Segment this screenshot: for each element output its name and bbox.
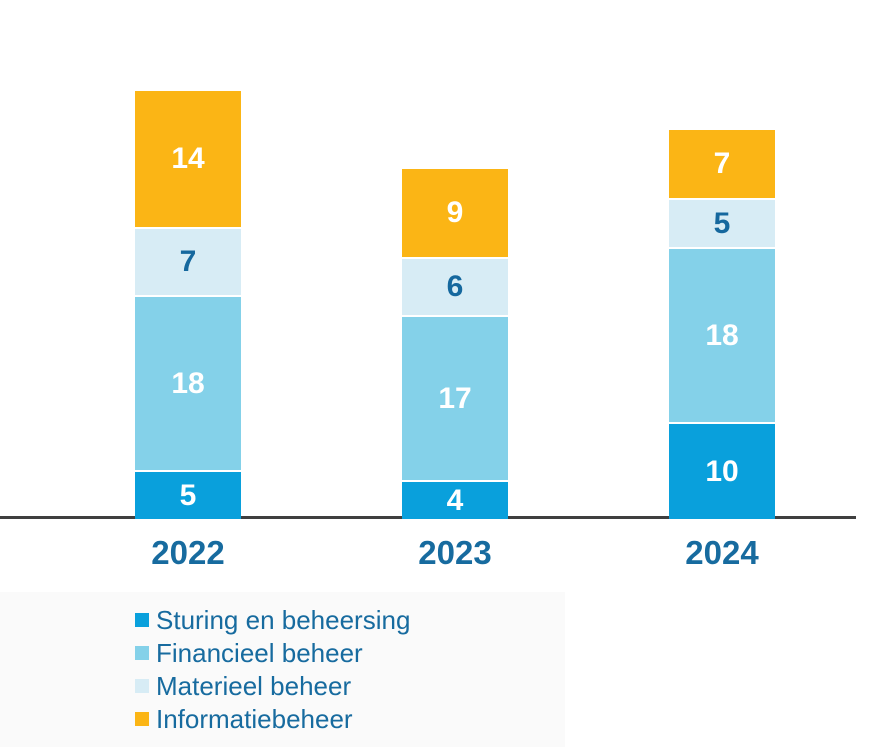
legend-label: Materieel beheer — [156, 670, 352, 701]
segment-value-label: 6 — [446, 270, 464, 303]
segment-value-label: 7 — [713, 147, 731, 180]
bar-segment-financieel-beheer: 18 — [135, 295, 241, 470]
bar-segment-sturing-en-beheersing: 4 — [402, 480, 508, 519]
segment-value-label: 18 — [171, 366, 205, 400]
bar-segment-financieel-beheer: 17 — [402, 315, 508, 480]
bar-2023: 9 6 17 4 — [402, 169, 508, 519]
x-axis-tick-2023: 2023 — [418, 534, 492, 571]
segment-value-label: 7 — [179, 245, 197, 278]
segment-value-label: 10 — [705, 454, 739, 488]
bar-segment-sturing-en-beheersing: 5 — [135, 470, 241, 519]
legend: Sturing en beheersing Financieel beheer Ma… — [0, 592, 565, 747]
segment-value-label: 4 — [446, 483, 464, 517]
legend-swatch-icon — [135, 678, 149, 693]
legend-label: Sturing en beheersing — [156, 604, 411, 635]
bar-2022: 14 7 18 5 — [135, 91, 241, 519]
legend-item-materieel-beheer: Materieel beheer — [135, 669, 565, 702]
bar-segment-informatiebeheer: 9 — [402, 169, 508, 257]
segment-value-label: 5 — [179, 478, 197, 512]
bar-segment-materieel-beheer: 7 — [135, 227, 241, 295]
legend-label: Financieel beheer — [156, 637, 363, 668]
legend-swatch-icon — [135, 711, 149, 726]
x-axis-tick-2024: 2024 — [685, 534, 759, 571]
legend-swatch-icon — [135, 612, 149, 627]
bar-segment-materieel-beheer: 6 — [402, 257, 508, 315]
legend-label: Informatiebeheer — [156, 703, 353, 734]
segment-value-label: 5 — [713, 206, 731, 240]
segment-value-label: 9 — [446, 196, 464, 229]
segment-value-label: 14 — [171, 142, 205, 175]
legend-swatch-icon — [135, 645, 149, 660]
bar-segment-materieel-beheer: 5 — [669, 198, 775, 247]
legend-item-financieel-beheer: Financieel beheer — [135, 636, 565, 669]
bar-segment-financieel-beheer: 18 — [669, 247, 775, 422]
bar-2024: 7 5 18 10 — [669, 130, 775, 519]
segment-value-label: 17 — [438, 381, 472, 415]
bar-segment-informatiebeheer: 7 — [669, 130, 775, 198]
bar-segment-sturing-en-beheersing: 10 — [669, 422, 775, 519]
legend-item-sturing-en-beheersing: Sturing en beheersing — [135, 603, 565, 636]
segment-value-label: 18 — [705, 318, 739, 352]
legend-item-informatiebeheer: Informatiebeheer — [135, 702, 565, 735]
bar-segment-informatiebeheer: 14 — [135, 91, 241, 227]
x-axis-tick-2022: 2022 — [151, 534, 225, 571]
